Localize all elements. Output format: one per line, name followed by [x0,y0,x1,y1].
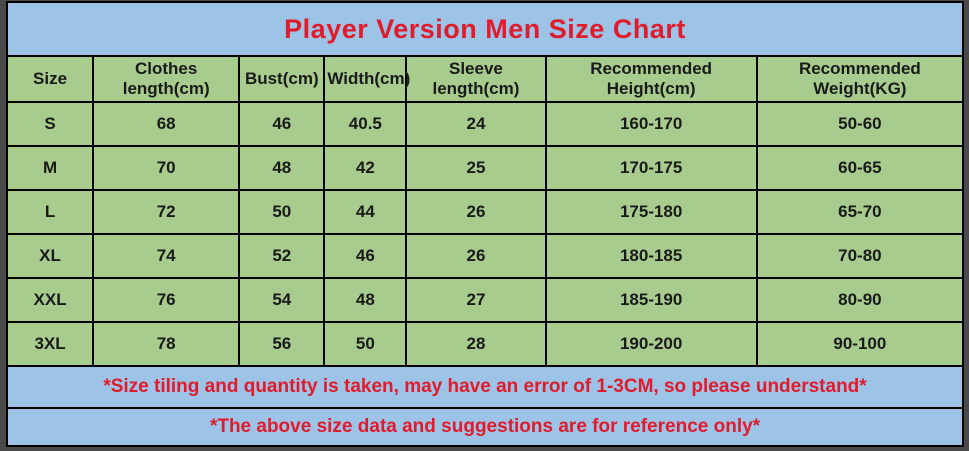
header-row: Size Clothes length(cm) Bust(cm) Width(c… [8,55,962,103]
data-cell: 46 [323,233,408,279]
data-cell: 42 [323,145,408,191]
data-cell: 52 [238,233,326,279]
data-cell: 76 [92,277,241,323]
data-cell: 90-100 [755,321,962,367]
size-cell: S [8,101,95,147]
data-cell: 50 [238,189,326,235]
data-cell: 50-60 [755,101,962,147]
data-cell: 54 [238,277,326,323]
data-cell: 48 [323,277,408,323]
data-cell: 170-175 [544,145,758,191]
data-cell: 78 [92,321,241,367]
table-row-m: M 70 48 42 25 170-175 60-65 [8,145,962,191]
column-header-sleeve-length: Sleeve length(cm) [405,55,547,103]
size-chart-sheet: Player Version Men Size Chart Size Cloth… [6,1,964,447]
data-cell: 28 [405,321,547,367]
table-row-xl: XL 74 52 46 26 180-185 70-80 [8,233,962,279]
data-cell: 160-170 [544,101,758,147]
data-cell: 175-180 [544,189,758,235]
data-cell: 70 [92,145,241,191]
data-cell: 74 [92,233,241,279]
data-cell: 26 [405,189,547,235]
table-row-s: S 68 46 40.5 24 160-170 50-60 [8,101,962,147]
data-cell: 190-200 [544,321,758,367]
title-row: Player Version Men Size Chart [8,3,962,57]
data-cell: 60-65 [755,145,962,191]
size-cell: L [8,189,95,235]
column-header-recommended-height: Recommended Height(cm) [544,55,758,103]
data-cell: 68 [92,101,241,147]
data-cell: 44 [323,189,408,235]
size-chart-table: Player Version Men Size Chart Size Cloth… [8,3,962,445]
data-cell: 25 [405,145,547,191]
column-header-size: Size [8,55,95,103]
column-header-recommended-weight: Recommended Weight(KG) [755,55,962,103]
data-cell: 24 [405,101,547,147]
data-cell: 48 [238,145,326,191]
size-cell: XXL [8,277,95,323]
column-header-width: Width(cm) [323,55,410,103]
table-row-xxl: XXL 76 54 48 27 185-190 80-90 [8,277,962,323]
data-cell: 26 [405,233,547,279]
data-cell: 27 [405,277,547,323]
table-row-l: L 72 50 44 26 175-180 65-70 [8,189,962,235]
size-cell: XL [8,233,95,279]
data-cell: 40.5 [323,101,408,147]
data-cell: 65-70 [755,189,962,235]
size-cell: M [8,145,95,191]
data-cell: 180-185 [544,233,758,279]
data-cell: 185-190 [544,277,758,323]
note-row-reference-only: *The above size data and suggestions are… [8,407,962,445]
column-header-bust: Bust(cm) [238,55,326,103]
data-cell: 56 [238,321,326,367]
note-size-tolerance: *Size tiling and quantity is taken, may … [8,365,962,409]
data-cell: 50 [323,321,408,367]
column-header-clothes-length: Clothes length(cm) [92,55,241,103]
data-cell: 46 [238,101,326,147]
data-cell: 80-90 [755,277,962,323]
table-row-3xl: 3XL 78 56 50 28 190-200 90-100 [8,321,962,367]
size-cell: 3XL [8,321,95,367]
data-cell: 72 [92,189,241,235]
note-reference-only: *The above size data and suggestions are… [8,407,962,445]
note-row-size-tolerance: *Size tiling and quantity is taken, may … [8,365,962,409]
chart-title: Player Version Men Size Chart [8,3,962,57]
data-cell: 70-80 [755,233,962,279]
